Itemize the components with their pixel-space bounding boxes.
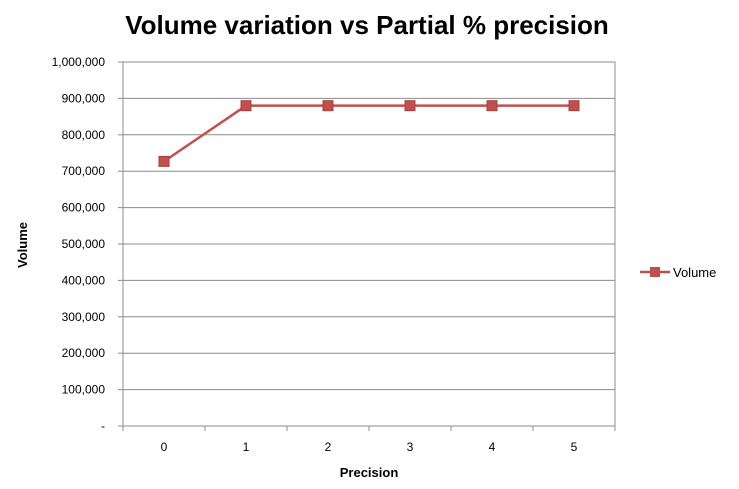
y-tick-label: 200,000 — [62, 346, 106, 360]
y-tick-label: 500,000 — [62, 237, 106, 251]
chart-title: Volume variation vs Partial % precision — [125, 10, 609, 40]
y-tick-label: - — [101, 419, 105, 433]
x-tick-label: 1 — [243, 440, 250, 454]
legend-label: Volume — [673, 265, 716, 280]
y-tick-label: 800,000 — [62, 128, 106, 142]
y-tick-label: 700,000 — [62, 164, 106, 178]
x-tick-label: 4 — [489, 440, 496, 454]
plot-area — [122, 61, 616, 431]
legend-marker — [650, 267, 660, 277]
data-point-marker — [322, 100, 334, 112]
x-tick-label: 2 — [325, 440, 332, 454]
x-tick-label: 3 — [407, 440, 414, 454]
y-tick-label: 300,000 — [62, 310, 106, 324]
x-axis-title: Precision — [340, 465, 399, 480]
series-layer — [158, 100, 580, 167]
series-line-volume — [163, 104, 574, 163]
data-point-marker — [404, 100, 416, 112]
y-tick-label: 900,000 — [62, 91, 106, 105]
legend: Volume — [640, 265, 716, 280]
gridlines — [118, 61, 615, 427]
y-axis-title: Volume — [15, 222, 30, 268]
y-tick-label: 600,000 — [62, 201, 106, 215]
y-tick-label: 400,000 — [62, 273, 106, 287]
data-point-marker — [158, 155, 170, 167]
y-tick-label: 100,000 — [62, 383, 106, 397]
x-tick-label: 5 — [571, 440, 578, 454]
x-axis-tick-labels: 0 1 2 3 4 5 — [161, 440, 578, 454]
y-tick-label: 1,000,000 — [52, 55, 106, 69]
x-tick-label: 0 — [161, 440, 168, 454]
data-point-marker — [568, 100, 580, 112]
y-axis-tick-labels: - 100,000 200,000 300,000 400,000 500,000 600,… — [52, 55, 106, 433]
data-point-marker — [486, 100, 498, 112]
data-point-marker — [240, 100, 252, 112]
